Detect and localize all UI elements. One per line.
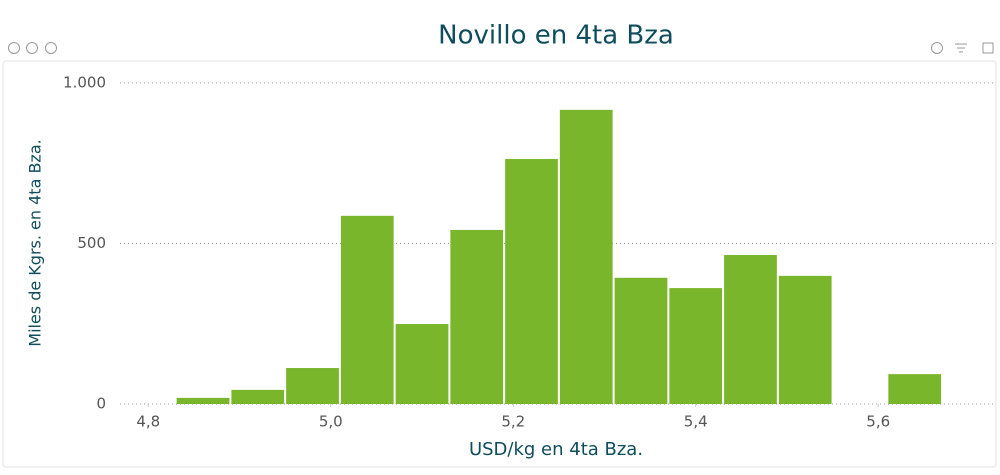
bar — [559, 109, 613, 404]
chart-title: Novillo en 4ta Bza — [438, 21, 674, 51]
x-tick-label: 4,8 — [136, 413, 160, 431]
x-axis-label: USD/kg en 4ta Bza. — [469, 439, 643, 460]
bar — [724, 254, 777, 404]
x-tick-label: 5,6 — [866, 413, 890, 431]
header-icons-left[interactable] — [8, 42, 57, 54]
bar — [505, 158, 558, 404]
header-icons-right[interactable] — [931, 42, 994, 54]
bar — [231, 389, 285, 404]
x-tick-label: 5,4 — [684, 413, 708, 431]
x-tick-label: 5,0 — [319, 413, 343, 431]
y-tick-label: 0 — [96, 395, 106, 413]
bar — [340, 215, 394, 404]
x-tick-label: 5,2 — [501, 413, 525, 431]
y-axis-label: Miles de Kgrs. en 4ta Bza. — [26, 139, 45, 346]
bar — [778, 275, 832, 404]
bar — [450, 229, 504, 404]
y-tick-label: 1.000 — [63, 73, 106, 91]
bar — [395, 324, 449, 404]
bar — [669, 288, 723, 404]
bar — [286, 368, 339, 404]
bar — [176, 397, 230, 404]
visual-frame — [2, 60, 997, 468]
bar — [888, 374, 942, 404]
y-tick-label: 500 — [77, 234, 106, 252]
bar — [614, 277, 668, 404]
